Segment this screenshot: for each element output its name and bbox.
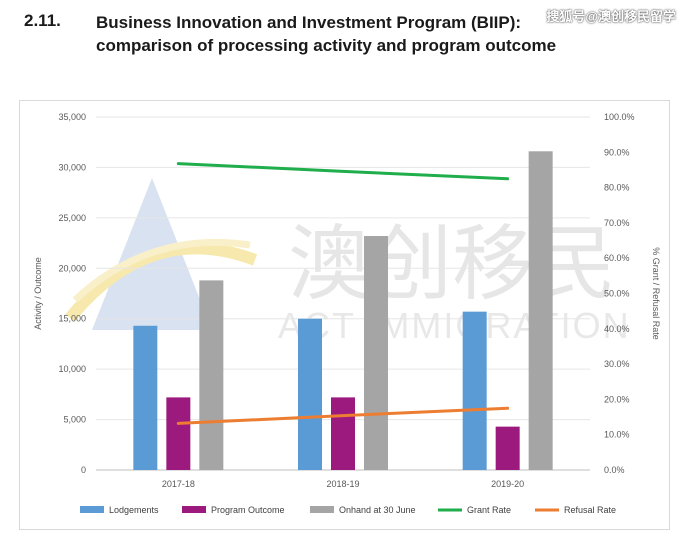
legend-label-program-outcome: Program Outcome — [211, 505, 285, 515]
legend-swatch-lodgements — [80, 506, 104, 513]
x-tick-label: 2019-20 — [491, 479, 524, 489]
y2-tick-label: 80.0% — [604, 183, 630, 193]
x-tick-label: 2017-18 — [162, 479, 195, 489]
bar-onhand-at-30-june — [199, 280, 224, 470]
y-axis-title: Activity / Outcome — [33, 257, 43, 330]
y-tick-label: 5,000 — [63, 415, 86, 425]
bar-onhand-at-30-june — [364, 236, 388, 470]
y-tick-label: 0 — [81, 465, 86, 475]
chart-title-line2: comparison of processing activity and pr… — [96, 36, 557, 55]
bar-program-outcome — [495, 426, 520, 470]
watermark-english: ACT IMMIGRATION — [278, 305, 631, 346]
y2-tick-label: 90.0% — [604, 147, 630, 157]
legend-label-onhand-at-30-june: Onhand at 30 June — [339, 505, 416, 515]
y-tick-label: 35,000 — [58, 112, 86, 122]
y-tick-label: 25,000 — [58, 213, 86, 223]
line-grant-rate — [176, 162, 510, 181]
line-refusal-rate — [176, 406, 510, 425]
legend-label-lodgements: Lodgements — [109, 505, 159, 515]
rate-lines — [176, 162, 510, 425]
y2-tick-label: 0.0% — [604, 465, 625, 475]
y2-tick-label: 40.0% — [604, 324, 630, 334]
y2-tick-label: 100.0% — [604, 112, 635, 122]
y-tick-label: 10,000 — [58, 364, 86, 374]
bar-program-outcome — [166, 397, 191, 470]
legend: Lodgements Program Outcome Onhand at 30 Ju… — [80, 505, 616, 515]
y-tick-label: 15,000 — [58, 314, 86, 324]
y2-tick-label: 60.0% — [604, 253, 630, 263]
chart-title: Business Innovation and Investment Progr… — [96, 11, 616, 57]
legend-label-grant-rate: Grant Rate — [467, 505, 511, 515]
y2-tick-label: 50.0% — [604, 289, 630, 299]
y-tick-label: 20,000 — [58, 263, 86, 273]
axes: 0 5,000 10,000 15,000 20,000 25,000 30,000 35,0… — [33, 112, 661, 489]
y2-tick-label: 10.0% — [604, 430, 630, 440]
bar-lodgements — [133, 325, 158, 470]
bar-onhand-at-30-june — [528, 151, 553, 470]
y2-axis-title: % Grant / Refusal Rate — [651, 247, 661, 340]
y2-tick-label: 20.0% — [604, 394, 630, 404]
watermark-chinese: 澳创移民 — [288, 217, 616, 312]
x-tick-label: 2018-19 — [326, 479, 359, 489]
bars — [133, 151, 553, 470]
legend-swatch-program-outcome — [182, 506, 206, 513]
mountain-logo-icon — [65, 178, 258, 330]
bar-program-outcome — [331, 397, 355, 470]
y-tick-label: 30,000 — [58, 162, 86, 172]
bar-lodgements — [462, 311, 487, 470]
bar-lodgements — [298, 318, 322, 470]
chart-title-line1: Business Innovation and Investment Progr… — [96, 13, 522, 32]
legend-swatch-onhand-at-30-june — [310, 506, 334, 513]
section-number: 2.11. — [24, 11, 61, 30]
corner-watermark: 搜狐号@澳创移民留学 — [546, 9, 676, 24]
watermark: 澳创移民 ACT IMMIGRATION — [65, 178, 631, 346]
y2-tick-label: 30.0% — [604, 359, 630, 369]
y2-tick-label: 70.0% — [604, 218, 630, 228]
legend-label-refusal-rate: Refusal Rate — [564, 505, 616, 515]
